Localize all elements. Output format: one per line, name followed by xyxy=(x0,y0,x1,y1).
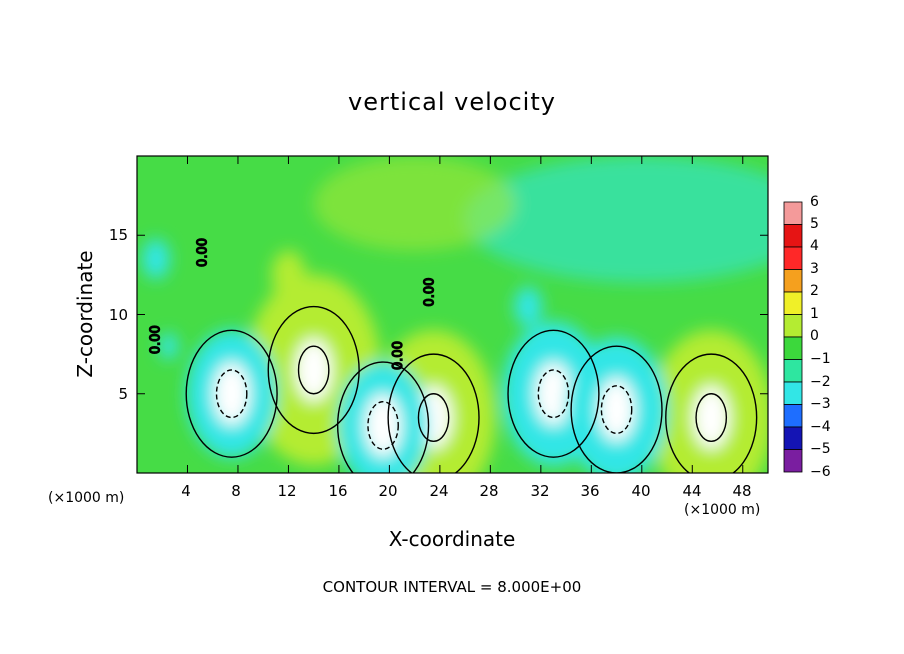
y-tick-label: 10 xyxy=(108,306,128,324)
colorbar-block xyxy=(783,426,803,450)
zero-contour xyxy=(185,329,278,458)
x-tick-label: 40 xyxy=(631,482,651,500)
colorbar-block xyxy=(783,449,803,473)
colorbar-block xyxy=(783,291,803,315)
zero-contour xyxy=(665,353,758,473)
field-core xyxy=(598,378,635,441)
colorbar-tick-label: −5 xyxy=(810,441,831,457)
zero-contours: 0.00 0.00 0.00 0.00 xyxy=(148,237,758,473)
contour-8 xyxy=(215,369,248,419)
zero-contour xyxy=(267,305,360,435)
x-tick-label: 36 xyxy=(580,482,600,500)
x-unit-label: (×1000 m) xyxy=(48,490,125,506)
x-tick-label: 28 xyxy=(479,482,499,500)
y-axis-label: Z-coordinate xyxy=(73,250,97,378)
colorbar-tick-label: 6 xyxy=(810,194,819,210)
field-core xyxy=(364,394,402,457)
y-unit-label: (×1000 m) xyxy=(684,502,761,518)
colorbar-block xyxy=(783,359,803,383)
x-tick-label: 20 xyxy=(378,482,398,500)
field-core xyxy=(535,362,572,426)
velocity-field xyxy=(142,156,768,473)
field-band xyxy=(313,156,516,252)
contour-interval-note: CONTOUR INTERVAL = 8.000E+00 xyxy=(322,578,582,596)
colorbar-tick-label: 0 xyxy=(810,328,819,344)
colorbar-block xyxy=(783,404,803,428)
field-band xyxy=(465,156,768,283)
colorbar-tick-label: −1 xyxy=(810,351,831,367)
contour-label: 0.00 xyxy=(391,341,406,370)
contour-8 xyxy=(600,385,633,435)
colorbar-block xyxy=(783,314,803,338)
contour-label: 0.00 xyxy=(423,278,438,307)
field-blob xyxy=(271,250,306,300)
contour-8 xyxy=(537,369,570,419)
x-tick-label: 48 xyxy=(732,482,752,500)
x-tick-label: 44 xyxy=(682,482,702,500)
colorbar-tick-label: 3 xyxy=(810,261,819,277)
colorbar-tick-label: 2 xyxy=(810,283,819,299)
y-tick-label: 15 xyxy=(108,226,128,244)
contour-8 xyxy=(297,345,330,395)
y-tick-label: 5 xyxy=(118,385,128,403)
chart-title: vertical velocity xyxy=(348,88,556,116)
x-tick-label: 4 xyxy=(181,482,191,500)
colorbar-tick-label: 5 xyxy=(810,216,819,232)
zero-contour xyxy=(387,353,480,473)
field-core xyxy=(213,362,250,426)
contour-8 xyxy=(367,400,399,450)
field-core xyxy=(295,338,332,402)
y-tick-marks xyxy=(137,234,768,395)
colorbar-block xyxy=(783,224,803,248)
colorbar-block xyxy=(783,336,803,360)
x-tick-label: 12 xyxy=(277,482,297,500)
colorbar-tick-label: 1 xyxy=(810,306,819,322)
x-tick-label: 24 xyxy=(429,482,449,500)
colorbar-tick-label: −4 xyxy=(810,419,831,435)
contour-8 xyxy=(417,393,450,442)
contour-8 xyxy=(695,393,728,442)
field-core xyxy=(693,386,730,449)
colorbar xyxy=(783,201,803,473)
zero-contour xyxy=(507,329,600,458)
x-tick-label: 8 xyxy=(231,482,241,500)
field-blob xyxy=(142,239,170,280)
x-tick-marks xyxy=(186,156,744,473)
colorbar-block xyxy=(783,269,803,293)
x-axis-label: X-coordinate xyxy=(388,527,516,551)
contour-label: 0.00 xyxy=(195,238,210,267)
contour-label: 0.00 xyxy=(149,325,164,354)
zero-contour xyxy=(336,361,430,473)
x-tick-label: 16 xyxy=(328,482,348,500)
colorbar-tick-label: 4 xyxy=(810,238,819,254)
colorbar-block xyxy=(783,381,803,405)
colorbar-block xyxy=(783,201,803,225)
zero-contour xyxy=(570,345,663,473)
field-blob xyxy=(159,332,178,360)
field-blob xyxy=(514,286,543,327)
colorbar-tick-label: −6 xyxy=(810,464,831,480)
colorbar-block xyxy=(783,246,803,270)
colorbar-tick-label: −2 xyxy=(810,374,831,390)
colorbar-tick-label: −3 xyxy=(810,396,831,412)
x-tick-label: 32 xyxy=(530,482,550,500)
